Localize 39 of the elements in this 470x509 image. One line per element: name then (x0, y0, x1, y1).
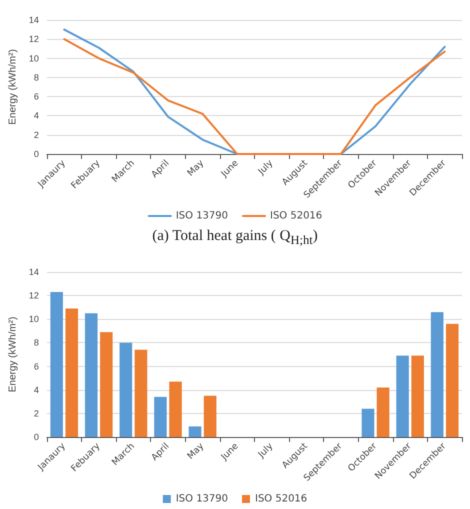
y-tick-label: 6 (34, 92, 39, 102)
y-tick-label: 8 (34, 72, 39, 82)
bar (134, 350, 148, 437)
y-tick-label: 14 (28, 15, 39, 25)
bar (430, 312, 444, 437)
bar (446, 324, 459, 437)
bar (154, 396, 167, 437)
y-tick-label: 12 (28, 34, 39, 44)
y-tick-label: 4 (34, 384, 39, 395)
y-tick-label: 10 (28, 314, 39, 324)
bar (50, 292, 63, 437)
bar (169, 382, 182, 437)
y-tick-label: 6 (34, 361, 39, 372)
bar (362, 408, 374, 437)
legend-label: ISO 13790 (176, 494, 228, 504)
y-tick-label: 4 (34, 110, 39, 121)
legend-label: ISO 52016 (270, 210, 322, 222)
y-tick-label: 12 (28, 290, 39, 301)
bar (411, 356, 424, 437)
bar (396, 356, 409, 437)
bar (188, 426, 202, 437)
y-tick-label: 2 (34, 408, 39, 418)
text: (a) Total heat gains ( Q$_{H;ht}$) (151, 228, 319, 248)
bar (204, 396, 216, 437)
y-tick-label: 0 (34, 432, 39, 442)
bar (376, 388, 390, 437)
bar (65, 308, 78, 437)
y-axis-title: Energy (kWh/m²) (8, 316, 18, 392)
bar (100, 332, 113, 437)
legend-label: ISO 52016 (255, 494, 308, 504)
y-tick-label: 10 (28, 53, 39, 64)
y-tick-label: 8 (34, 338, 39, 348)
bar (84, 313, 98, 437)
y-tick-label: 14 (28, 267, 39, 277)
y-tick-label: 0 (34, 149, 39, 159)
y-axis-title: Energy (kWh/m²) (8, 49, 18, 125)
bar (120, 342, 132, 437)
legend-label: ISO 13790 (176, 210, 228, 222)
y-tick-label: 2 (34, 130, 39, 140)
